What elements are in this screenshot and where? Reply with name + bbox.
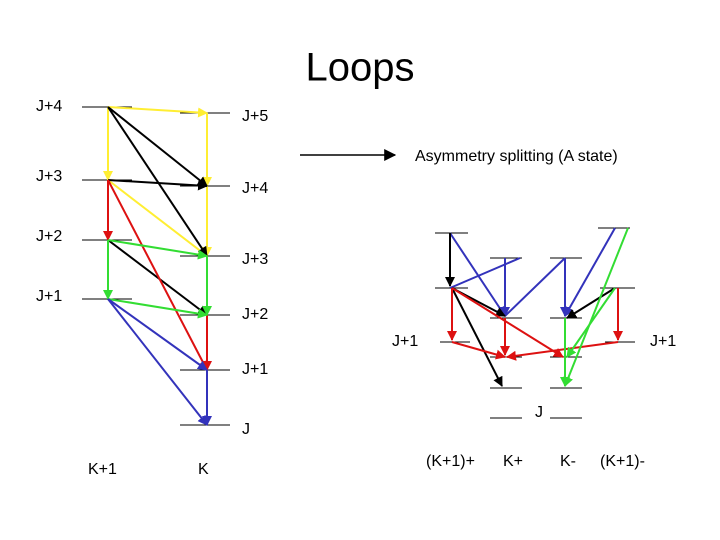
title: Loops bbox=[306, 46, 415, 90]
column-label: (K+1)+ bbox=[426, 453, 475, 470]
level-label: J+2 bbox=[36, 228, 62, 245]
level-label: J bbox=[535, 404, 543, 421]
annotation: Asymmetry splitting (A state) bbox=[415, 148, 618, 165]
level-label: J+1 bbox=[650, 333, 676, 350]
column-label: K+ bbox=[503, 453, 523, 470]
left-arrows bbox=[103, 106, 212, 426]
level-label: J+1 bbox=[242, 361, 268, 378]
column-label: (K+1)- bbox=[600, 453, 645, 470]
level-label: J+4 bbox=[242, 180, 268, 197]
level-label: J+5 bbox=[242, 108, 268, 125]
level-label: J+1 bbox=[36, 288, 62, 305]
level-label: J+2 bbox=[242, 306, 268, 323]
column-label: K bbox=[198, 461, 209, 478]
level-label: J+3 bbox=[36, 168, 62, 185]
level-label: J bbox=[242, 421, 250, 438]
right-arrows bbox=[445, 227, 629, 387]
level-label: J+3 bbox=[242, 251, 268, 268]
level-label: J+4 bbox=[36, 98, 62, 115]
column-label: K+1 bbox=[88, 461, 117, 478]
column-label: K- bbox=[560, 453, 576, 470]
level-label: J+1 bbox=[392, 333, 418, 350]
